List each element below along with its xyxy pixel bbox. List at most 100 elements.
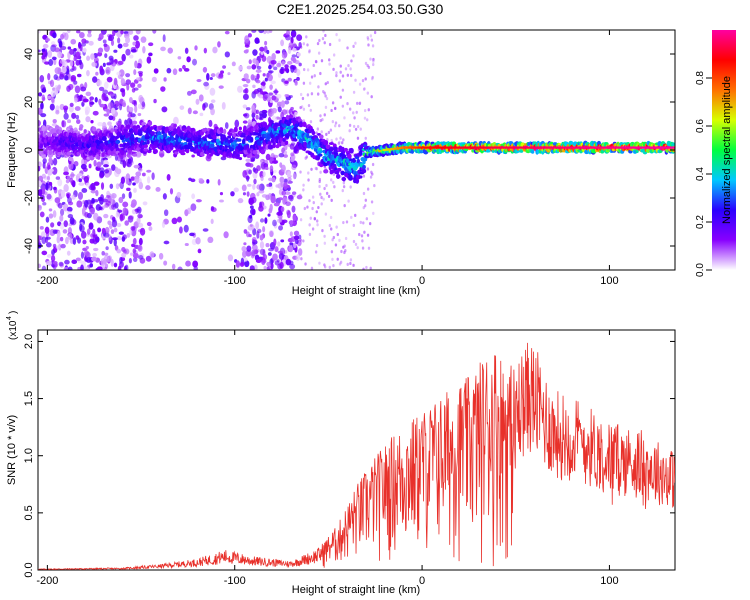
spectrogram-cell <box>283 182 288 190</box>
spectrogram-cell <box>85 245 89 250</box>
spectrogram-cell <box>49 168 54 172</box>
spectrogram-cell <box>72 237 77 245</box>
spectrogram-cell <box>50 254 56 262</box>
spectrogram-cell <box>291 54 297 58</box>
spectrogram-cell <box>38 92 43 97</box>
spectrogram-cell <box>138 167 143 172</box>
spectrogram-cell <box>130 49 137 53</box>
spectrogram-cell <box>364 61 368 65</box>
spectrogram-cell <box>243 229 248 234</box>
spectrogram-cell <box>133 35 139 41</box>
spectrogram-cell <box>268 64 272 70</box>
spectrogram-cell <box>69 217 75 225</box>
snr-x-label: Height of straight line (km) <box>292 584 420 596</box>
spectrogram-cell <box>403 142 408 147</box>
spectrogram-cell <box>361 79 365 83</box>
spectrogram-cell <box>41 250 48 256</box>
spectrogram-cell <box>284 64 289 69</box>
spectrogram-cell <box>86 228 91 235</box>
spectrogram-cell <box>367 43 370 47</box>
spectrogram-cell <box>198 178 204 182</box>
spectrogram-cell <box>333 185 336 189</box>
spectrogram-y-axis: -40 -20 0 20 40 <box>23 48 675 254</box>
spectrogram-cell <box>45 216 50 223</box>
spectrogram-cell <box>352 263 355 267</box>
spectrogram-cell <box>45 182 49 191</box>
spectrogram-cell <box>288 114 294 119</box>
spectrogram-cell <box>354 41 357 45</box>
spectrogram-cell <box>81 38 87 44</box>
spectrogram-cell <box>142 46 146 54</box>
spectrogram-cell <box>300 257 303 261</box>
spectrogram-cell <box>292 65 297 70</box>
spectrogram-cell <box>104 232 110 238</box>
spectrogram-cell <box>288 94 293 99</box>
spectrogram-cell <box>243 125 247 132</box>
spectrogram-cell <box>111 164 116 171</box>
spectrogram-cell <box>325 191 329 195</box>
spectrogram-cell <box>115 211 120 218</box>
spectrogram-cell <box>125 48 131 56</box>
spectrogram-cell <box>233 187 239 193</box>
spectrogram-cell <box>38 165 41 172</box>
spectrogram-cell <box>266 261 271 267</box>
spectrogram-cell <box>148 42 154 47</box>
spectrogram-cell <box>332 180 335 185</box>
spectrogram-cell <box>224 30 230 35</box>
spectrogram-cell <box>260 176 264 181</box>
spectrogram-cell <box>286 210 291 219</box>
spectrogram-cell <box>99 103 105 108</box>
spectrogram-cell <box>42 161 46 169</box>
spectrogram-cell <box>364 198 368 202</box>
spectrogram-cell <box>77 136 82 141</box>
spectrogram-cell <box>116 248 122 254</box>
spectrogram-cell <box>341 88 345 92</box>
spectrogram-cell <box>314 250 318 254</box>
spectrogram-cell <box>71 180 76 188</box>
spectrogram-cell <box>110 258 114 267</box>
spectrogram-cell <box>328 142 334 146</box>
snr-y-axis: 0.0 0.5 1.0 1.5 2.0 <box>23 334 675 578</box>
spectrogram-cell <box>92 110 99 116</box>
snr-y-tick-label: 2.0 <box>23 334 35 349</box>
spectrogram-cell <box>57 38 62 44</box>
spectrogram-cell <box>106 108 111 115</box>
spectrogram-cell <box>161 220 166 228</box>
spectrogram-cell <box>71 194 76 200</box>
spectrogram-cell <box>38 180 42 187</box>
spectrogram-cell <box>277 241 281 247</box>
spectrogram-cell <box>342 220 345 225</box>
spectrogram-cell <box>312 63 315 68</box>
colorbar-ticks: 0.0 0.2 0.4 0.6 0.8 <box>695 71 712 277</box>
spectrogram-cell <box>270 59 277 65</box>
spectrogram-cell <box>81 207 86 215</box>
snr-y-tick-label: 1.0 <box>23 448 35 463</box>
spectrogram-cell <box>519 149 524 153</box>
spectrogram-cell <box>326 80 329 85</box>
spectrogram-cell <box>330 108 333 113</box>
spectrogram-cell <box>65 236 69 245</box>
spectrogram-cell <box>137 103 143 109</box>
spectrogram-cell <box>271 160 278 164</box>
spectrogram-cell <box>134 105 138 113</box>
spectrogram-cell <box>280 100 285 108</box>
spectrogram-cell <box>318 147 322 151</box>
spectrogram-cell <box>361 168 367 174</box>
spectrogram-cell <box>331 257 334 261</box>
spectrogram-cell <box>172 68 178 76</box>
spectrogram-cell <box>38 235 42 242</box>
spectrogram-cell <box>362 174 366 178</box>
spectrogram-cell <box>186 56 191 63</box>
spectrogram-cell <box>52 118 57 124</box>
spectrogram-cell <box>73 47 77 52</box>
spectrogram-cell <box>122 207 128 216</box>
spectrogram-cell <box>358 232 361 237</box>
spectrogram-cell <box>318 177 322 182</box>
spectrogram-cell <box>319 71 322 76</box>
spectrogram-cell <box>60 45 67 51</box>
spectrogram-cell <box>290 36 294 44</box>
spectrogram-cell <box>231 61 236 67</box>
spectrogram-cell <box>156 131 162 136</box>
spectrogram-cell <box>247 183 252 187</box>
spectrogram-cell <box>366 233 370 237</box>
